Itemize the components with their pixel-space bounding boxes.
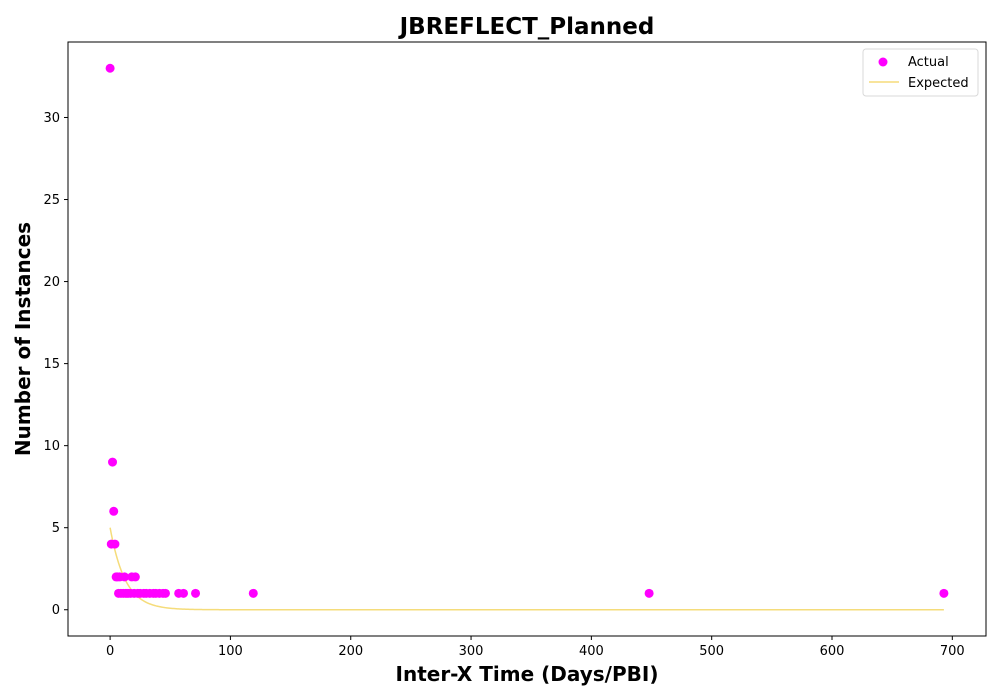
actual-point [160,588,170,598]
legend: Actual Expected [862,48,979,97]
x-tick-label: 500 [699,644,724,659]
x-tick-label: 700 [940,644,965,659]
actual-point [120,572,130,582]
chart-title: JBREFLECT_Planned [398,14,655,40]
y-tick-label: 0 [52,603,60,618]
legend-expected-label: Expected [908,76,969,91]
x-tick-label: 300 [459,644,484,659]
actual-point [644,588,654,598]
actual-point [108,457,118,467]
y-tick-label: 5 [52,521,60,536]
y-tick-label: 25 [43,193,60,208]
legend-actual-label: Actual [908,55,949,70]
y-tick-label: 15 [43,357,60,372]
actual-point [109,506,119,516]
expected-line [109,527,944,611]
actual-point [939,588,949,598]
x-axis-title: Inter-X Time (Days/PBI) [396,662,659,686]
actual-point [105,63,115,73]
actual-point [191,588,201,598]
y-tick-label: 10 [43,439,60,454]
y-axis: 0 5 10 15 20 25 30 [43,111,68,618]
x-tick-label: 400 [579,644,604,659]
x-tick-label: 100 [218,644,243,659]
x-tick-label: 0 [106,644,114,659]
y-axis-title: Number of Instances [11,222,35,456]
plot-area [105,63,949,611]
x-axis: 0 100 200 300 400 500 600 700 [106,636,965,659]
axes-frame [67,41,987,637]
x-tick-label: 600 [820,644,845,659]
actual-point [248,588,258,598]
actual-point [130,572,140,582]
y-tick-label: 30 [43,111,60,126]
y-tick-label: 20 [43,275,60,290]
x-tick-label: 200 [338,644,363,659]
actual-point [110,539,120,549]
legend-actual-marker [878,57,888,67]
legend-box [862,48,979,97]
actual-point [179,588,188,598]
